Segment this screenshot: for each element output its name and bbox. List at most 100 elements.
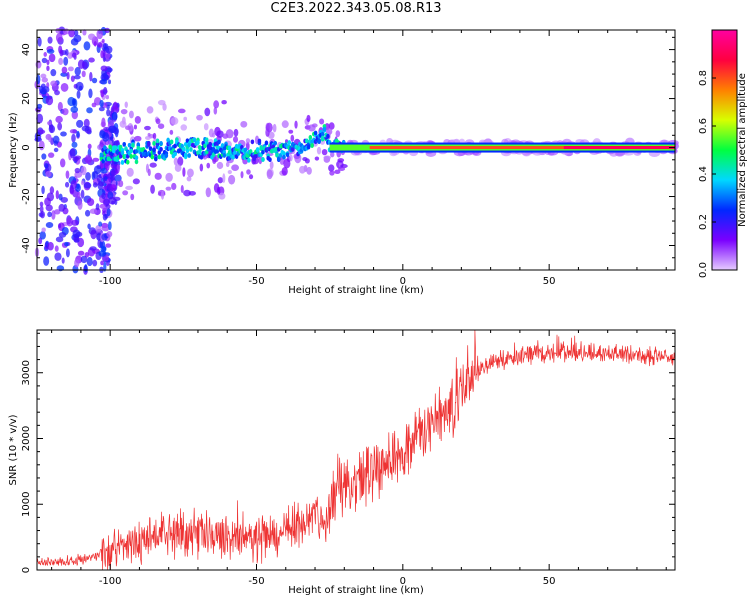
- spectral-blob: [111, 111, 118, 121]
- spectral-blob: [50, 80, 58, 87]
- spectral-blob: [132, 178, 140, 185]
- spectral-blob: [100, 50, 104, 59]
- spectral-blob: [74, 167, 81, 174]
- spectral-blob: [338, 166, 346, 172]
- spectral-blob: [125, 185, 133, 191]
- ridge-blob: [189, 147, 193, 152]
- spectral-blob: [65, 170, 70, 179]
- spectral-blob: [182, 167, 186, 177]
- ridge-blob: [306, 144, 311, 150]
- spectral-blob: [37, 37, 42, 47]
- spectral-blob: [46, 59, 50, 66]
- spectral-blob: [269, 161, 274, 170]
- spectral-blob: [55, 27, 61, 34]
- ridge-blob: [152, 141, 156, 146]
- spectral-blob: [82, 29, 87, 36]
- spectral-blob: [169, 129, 174, 135]
- snr-x-label: Height of straight line (km): [288, 585, 424, 596]
- spectral-blob: [71, 52, 77, 58]
- spectral-blob: [77, 200, 83, 210]
- spectral-blob: [53, 147, 59, 153]
- ridge-blob: [199, 154, 204, 160]
- ridge-blob: [103, 145, 107, 151]
- spectral-blob: [228, 174, 236, 185]
- spectral-blob: [55, 190, 59, 200]
- spectral-blob: [41, 185, 45, 195]
- ridge-blob: [320, 131, 325, 137]
- spectral-blob: [110, 173, 116, 182]
- spectral-blob: [128, 110, 134, 119]
- spectral-blob: [180, 124, 188, 131]
- colorbar-tick-label: 0.0: [698, 262, 709, 278]
- spectral-blob: [335, 130, 341, 138]
- spectral-blob: [110, 184, 117, 191]
- x-tick-label: -50: [248, 576, 264, 587]
- spectral-blob: [87, 223, 91, 230]
- colorbar-tick-label: 0.8: [698, 70, 709, 86]
- spectral-blob: [47, 152, 55, 158]
- spectral-blob: [88, 57, 95, 63]
- spectral-blob: [290, 134, 295, 142]
- ridge-blob: [152, 147, 156, 153]
- spectrogram-x-label: Height of straight line (km): [288, 285, 424, 296]
- y-tick-label: -20: [21, 188, 32, 204]
- spectral-blob: [52, 135, 60, 144]
- x-tick-label: -100: [99, 276, 122, 287]
- ridge-blob: [305, 138, 309, 144]
- spectral-blob: [102, 132, 110, 142]
- spectral-blob: [47, 211, 52, 218]
- spectral-blob: [38, 85, 44, 94]
- spectral-blob: [240, 120, 248, 128]
- spectral-blob: [105, 67, 113, 73]
- spectral-blob: [65, 248, 70, 258]
- ridge-blob: [282, 151, 286, 156]
- ridge-blob: [231, 154, 235, 160]
- spectral-blob: [180, 185, 184, 194]
- spectral-blob: [165, 186, 172, 191]
- spectral-blob: [330, 151, 335, 158]
- ridge-blob: [150, 154, 155, 160]
- spectral-blob: [75, 81, 84, 91]
- spectral-blob: [36, 103, 43, 109]
- spectral-blob: [281, 120, 289, 129]
- spectral-blob: [57, 101, 63, 112]
- spectral-blob: [144, 125, 151, 131]
- spectral-blob: [144, 135, 151, 140]
- spectral-blob: [45, 204, 53, 212]
- spectral-blob: [96, 42, 103, 48]
- x-tick-label: 50: [543, 576, 556, 587]
- spectral-blob: [150, 184, 155, 194]
- spectral-blob: [218, 192, 226, 200]
- spectral-blob: [84, 264, 88, 273]
- spectral-blob: [71, 141, 78, 148]
- spectral-blob: [54, 245, 59, 252]
- spectral-blob: [232, 136, 239, 143]
- spectral-blob: [69, 129, 77, 134]
- spectral-blob: [155, 118, 161, 125]
- snr-y-label: SNR (10 * v/v): [8, 414, 19, 485]
- spectral-blob: [80, 255, 88, 264]
- spectral-blob: [154, 172, 162, 180]
- spectral-blob: [216, 161, 224, 170]
- spectral-blob: [86, 256, 93, 267]
- spectral-blob: [124, 125, 131, 130]
- ridge-blob: [183, 152, 188, 158]
- spectral-blob: [60, 131, 67, 137]
- spectral-blob: [124, 101, 128, 109]
- spectral-blob: [119, 120, 127, 128]
- spectral-blob: [118, 180, 124, 188]
- snr-series: [36, 329, 676, 571]
- spectral-blob: [90, 229, 97, 240]
- snr-line: [36, 329, 676, 571]
- spectral-blob: [329, 170, 335, 176]
- ridge-blob: [326, 133, 330, 139]
- snr-y-axis: 0 1000 2000 3000: [21, 332, 675, 573]
- spectral-blob: [240, 171, 244, 179]
- spectral-blob: [71, 98, 77, 106]
- spectral-blob: [76, 90, 81, 99]
- spectral-blob: [92, 157, 100, 162]
- spectral-blob: [95, 225, 102, 232]
- ridge-band-peak: [563, 146, 675, 150]
- spectral-blob: [72, 156, 79, 162]
